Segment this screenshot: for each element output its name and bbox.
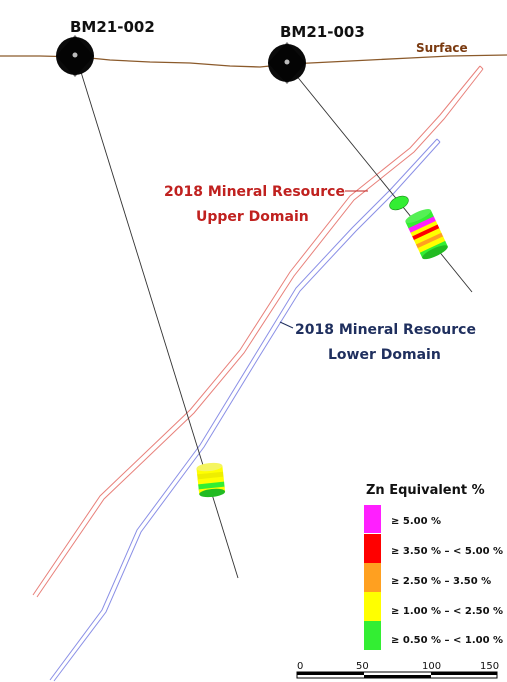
- legend-title: Zn Equivalent %: [366, 483, 485, 498]
- drillhole-trace-bm21-002: [75, 55, 239, 579]
- scale-tick-50: 50: [356, 661, 369, 672]
- legend-label-2-5: ≥ 2.50 % – 3.50 %: [391, 576, 491, 587]
- scale-bar: 0 50 100 150: [296, 661, 499, 679]
- scale-tick-100: 100: [422, 661, 441, 672]
- lower-domain-label-line2: Lower Domain: [328, 347, 441, 363]
- intercept-bm21-003-main: [405, 209, 448, 260]
- legend-label-0-5: ≥ 0.50 % – < 1.00 %: [391, 635, 503, 646]
- intercept-bm21-003-upper: [389, 195, 409, 211]
- lower-domain-leader: [279, 321, 294, 329]
- scale-tick-0: 0: [297, 661, 303, 672]
- upper-domain-label-line1: 2018 Mineral Resource: [164, 184, 345, 200]
- upper-domain-outline: [32, 65, 484, 598]
- legend-label-1: ≥ 1.00 % – < 2.50 %: [391, 606, 503, 617]
- legend-swatch-0-5: [364, 621, 381, 650]
- drillhole-trace-bm21-003: [286, 63, 473, 293]
- legend-label-5: ≥ 5.00 %: [391, 516, 441, 527]
- lower-domain-label-line1: 2018 Mineral Resource: [295, 322, 476, 338]
- upper-domain-label-line2: Upper Domain: [196, 209, 309, 225]
- scale-tick-150: 150: [480, 661, 499, 672]
- legend: Zn Equivalent % ≥ 5.00 % ≥ 3.50 % – < 5.…: [364, 483, 503, 650]
- legend-swatch-1: [364, 592, 381, 621]
- legend-swatch-2-5: [364, 563, 381, 592]
- lower-domain-outline: [49, 138, 441, 682]
- legend-swatch-3-5: [364, 534, 381, 563]
- legend-label-3-5: ≥ 3.50 % – < 5.00 %: [391, 546, 503, 557]
- drillhole-label-bm21-002: BM21-002: [70, 18, 155, 36]
- legend-swatch-5: [364, 505, 381, 533]
- intercept-bm21-002: [196, 462, 226, 498]
- collar-bm21-003: [268, 42, 306, 84]
- collar-bm21-002: [56, 35, 94, 77]
- drillhole-label-bm21-003: BM21-003: [280, 23, 365, 41]
- surface-label: Surface: [416, 41, 468, 55]
